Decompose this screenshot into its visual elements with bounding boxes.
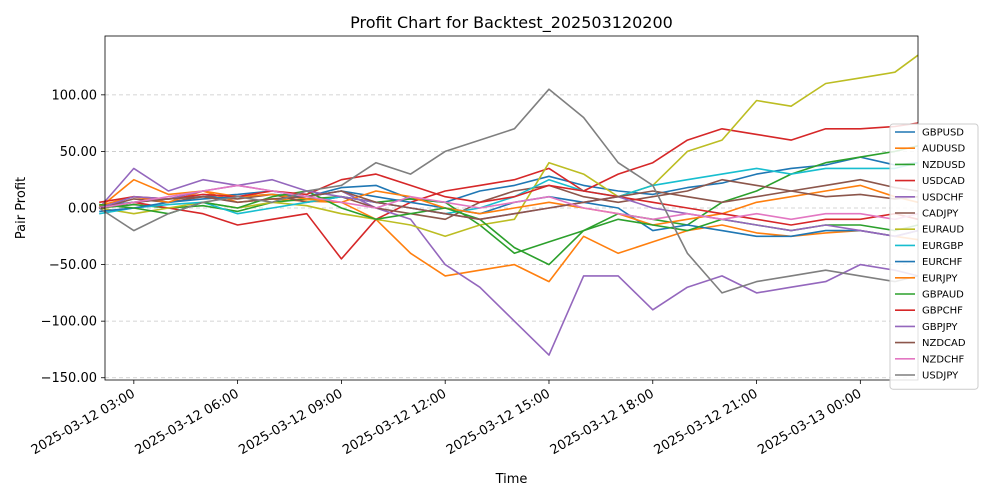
legend-label: GBPAUD (922, 290, 964, 301)
legend-label: NZDCHF (922, 354, 965, 365)
x-tick-label: 2025-03-12 18:00 (548, 386, 657, 458)
legend-label: NZDUSD (922, 160, 966, 171)
series-layer (98, 54, 919, 356)
legend-label: EURGBP (922, 241, 963, 252)
legend: GBPUSD AUDUSD NZDUSD USDCAD USDCHF CADJPY EURA… (889, 123, 979, 390)
x-tick-label: 2025-03-12 12:00 (340, 386, 449, 458)
legend-label: GBPCHF (922, 306, 963, 317)
y-tick-label: 100.00 (52, 88, 98, 103)
x-axis-label: Time (495, 472, 528, 487)
y-tick-label: −100.00 (41, 315, 97, 330)
x-tick-label: 2025-03-12 03:00 (29, 386, 138, 458)
legend-box (889, 123, 979, 390)
series-line-usdjpy (98, 88, 919, 294)
legend-label: NZDCAD (922, 338, 966, 349)
legend-label: EURAUD (922, 225, 964, 236)
y-axis: −150.00 −100.00 −50.00 0.00 50.00 100.00 (41, 88, 105, 386)
x-tick-label: 2025-03-12 06:00 (133, 386, 242, 458)
x-tick-label: 2025-03-12 21:00 (652, 386, 761, 458)
series-line-gbpaud (99, 190, 919, 266)
series-line-usdcad (99, 122, 919, 260)
legend-label: EURCHF (922, 257, 963, 268)
y-tick-label: 50.00 (60, 145, 97, 160)
legend-label: USDCHF (922, 192, 964, 203)
legend-label: GBPJPY (922, 322, 958, 333)
y-tick-label: −150.00 (41, 371, 97, 386)
legend-label: AUDUSD (922, 144, 966, 155)
series-line-nzdchf (99, 184, 919, 221)
chart-title: Profit Chart for Backtest_202503120200 (350, 13, 673, 33)
legend-label: GBPUSD (922, 128, 964, 139)
x-tick-label: 2025-03-12 15:00 (444, 386, 553, 458)
legend-label: EURJPY (922, 273, 958, 284)
y-tick-label: 0.00 (68, 202, 97, 217)
series-line-gbpusd (99, 156, 919, 207)
legend-label: USDCAD (922, 176, 965, 187)
y-axis-label: Pair Profit (14, 177, 29, 239)
x-tick-label: 2025-03-12 09:00 (236, 386, 345, 458)
x-tick-label: 2025-03-13 00:00 (755, 386, 864, 458)
legend-label: USDJPY (922, 371, 959, 382)
legend-label: CADJPY (922, 209, 959, 220)
y-tick-label: −50.00 (49, 258, 97, 273)
series-line-nzdcad (99, 190, 919, 221)
